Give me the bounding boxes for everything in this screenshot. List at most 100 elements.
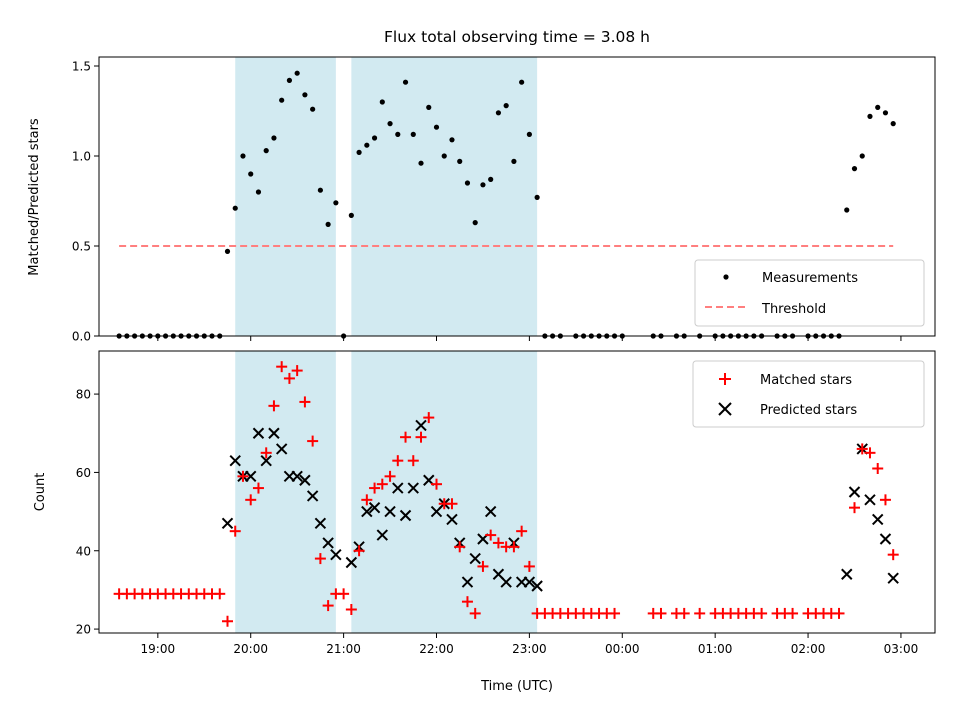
- bottom-panel: 20 40 60 80 19:00 20:00 21:00 22:00 23:00 00:00 0…: [33, 350, 936, 694]
- matched-star-point: [276, 361, 288, 373]
- x-tick-label: 20:00: [233, 642, 268, 656]
- predicted-star-point: [446, 513, 458, 526]
- y-tick-label: 40: [76, 544, 91, 558]
- predicted-star-point: [345, 556, 358, 569]
- x-tick-label: 02:00: [791, 642, 826, 656]
- measurement-point: [457, 158, 463, 164]
- measurement-point: [526, 131, 532, 137]
- matched-star-point: [245, 494, 257, 506]
- predicted-star-point: [245, 470, 257, 483]
- matched-star-point: [879, 494, 891, 506]
- measurement-point: [310, 106, 316, 112]
- measurement-point: [356, 149, 362, 155]
- matched-star-point: [430, 478, 442, 490]
- measurement-point: [364, 142, 370, 148]
- measurement-point: [302, 92, 308, 98]
- matched-star-point: [678, 607, 690, 619]
- predicted-star-point: [368, 501, 381, 514]
- x-tick-label: 00:00: [605, 642, 640, 656]
- predicted-star-point: [864, 494, 876, 506]
- measurement-point: [325, 221, 331, 227]
- shaded-interval-1: [235, 351, 336, 633]
- legend-matched-marker: [719, 373, 731, 385]
- top-legend: Measurements Threshold: [694, 259, 925, 327]
- matched-star-point: [283, 372, 295, 384]
- matched-star-point: [314, 553, 326, 565]
- bottom-legend-box: [692, 360, 925, 428]
- measurement-point: [859, 153, 865, 159]
- x-tick-label: 01:00: [698, 642, 733, 656]
- matched-star-point: [260, 447, 272, 459]
- y-tick-label: 1.5: [72, 60, 91, 74]
- matched-star-point: [229, 525, 241, 537]
- predicted-star-point: [461, 576, 474, 588]
- measurement-point: [851, 166, 858, 172]
- matched-star-point: [307, 435, 319, 447]
- predicted-star-point: [384, 505, 396, 518]
- matched-star-point: [376, 478, 388, 490]
- x-tick-label: 22:00: [419, 642, 454, 656]
- predicted-star-point: [531, 580, 543, 592]
- predicted-star-point: [252, 427, 265, 439]
- measurement-point: [232, 205, 238, 211]
- matched-star-point: [214, 588, 226, 600]
- top-y-ticks: 0.0 0.5 1.0 1.5: [72, 60, 99, 344]
- bottom-y-ticks: 20 40 60 80: [76, 388, 99, 637]
- predicted-star-point: [221, 517, 234, 530]
- measurement-point: [348, 212, 354, 218]
- predicted-star-point: [306, 490, 319, 502]
- matched-star-point: [252, 482, 264, 494]
- measurement-point: [418, 160, 424, 166]
- matched-star-point: [392, 455, 404, 467]
- measurement-point: [488, 176, 494, 182]
- measurement-point: [410, 131, 416, 137]
- measurement-point: [472, 220, 478, 226]
- measurement-point: [426, 104, 432, 110]
- bottom-plot-frame: [98, 350, 936, 634]
- matched-star-point: [523, 560, 535, 572]
- measurement-point: [248, 171, 254, 177]
- measurement-point: [271, 135, 277, 141]
- legend-threshold-label: Threshold: [761, 302, 826, 317]
- matched-star-point: [384, 470, 396, 482]
- measurement-point: [882, 110, 889, 116]
- matched-star-point: [400, 431, 412, 443]
- predicted-star-point: [407, 482, 419, 494]
- bottom-matched-points: [113, 361, 899, 627]
- measurement-point: [441, 153, 447, 159]
- predicted-star-point: [260, 454, 272, 467]
- matched-star-point: [787, 607, 799, 619]
- measurement-point: [534, 194, 540, 200]
- predicted-star-point: [376, 529, 389, 541]
- measurement-point: [844, 207, 850, 213]
- legend-predicted-label: Predicted stars: [760, 403, 857, 418]
- matched-star-point: [655, 607, 667, 619]
- chart-title: Flux total observing time = 3.08 h: [384, 28, 650, 46]
- y-tick-label: 1.0: [72, 150, 91, 164]
- measurement-point: [449, 137, 455, 143]
- matched-star-point: [756, 607, 768, 619]
- measurement-point: [503, 103, 509, 109]
- measurement-point: [464, 180, 471, 186]
- measurement-point: [511, 158, 517, 164]
- x-tick-label: 03:00: [884, 642, 919, 656]
- measurement-point: [519, 79, 525, 85]
- x-tick-label: 21:00: [326, 642, 361, 656]
- shaded-interval-1: [235, 57, 336, 336]
- matched-star-point: [492, 537, 504, 549]
- y-tick-label: 60: [76, 466, 91, 480]
- predicted-star-point: [229, 454, 241, 467]
- predicted-star-point: [484, 505, 497, 518]
- measurement-point: [333, 200, 339, 206]
- measurement-point: [279, 97, 285, 103]
- predicted-star-point: [330, 548, 342, 561]
- measurement-point: [371, 135, 378, 141]
- matched-star-point: [268, 400, 280, 412]
- bottom-x-ticks: 19:00 20:00 21:00 22:00 23:00 00:00 01:00 02:00…: [141, 633, 919, 656]
- matched-star-point: [694, 607, 706, 619]
- top-y-axis-label: Matched/Predicted stars: [27, 118, 42, 276]
- measurement-point: [224, 248, 231, 254]
- top-panel: 0.0 0.5 1.0 1.5 Flux total observing time =…: [27, 28, 936, 344]
- predicted-star-point: [399, 509, 412, 522]
- legend-predicted-marker: [718, 402, 732, 416]
